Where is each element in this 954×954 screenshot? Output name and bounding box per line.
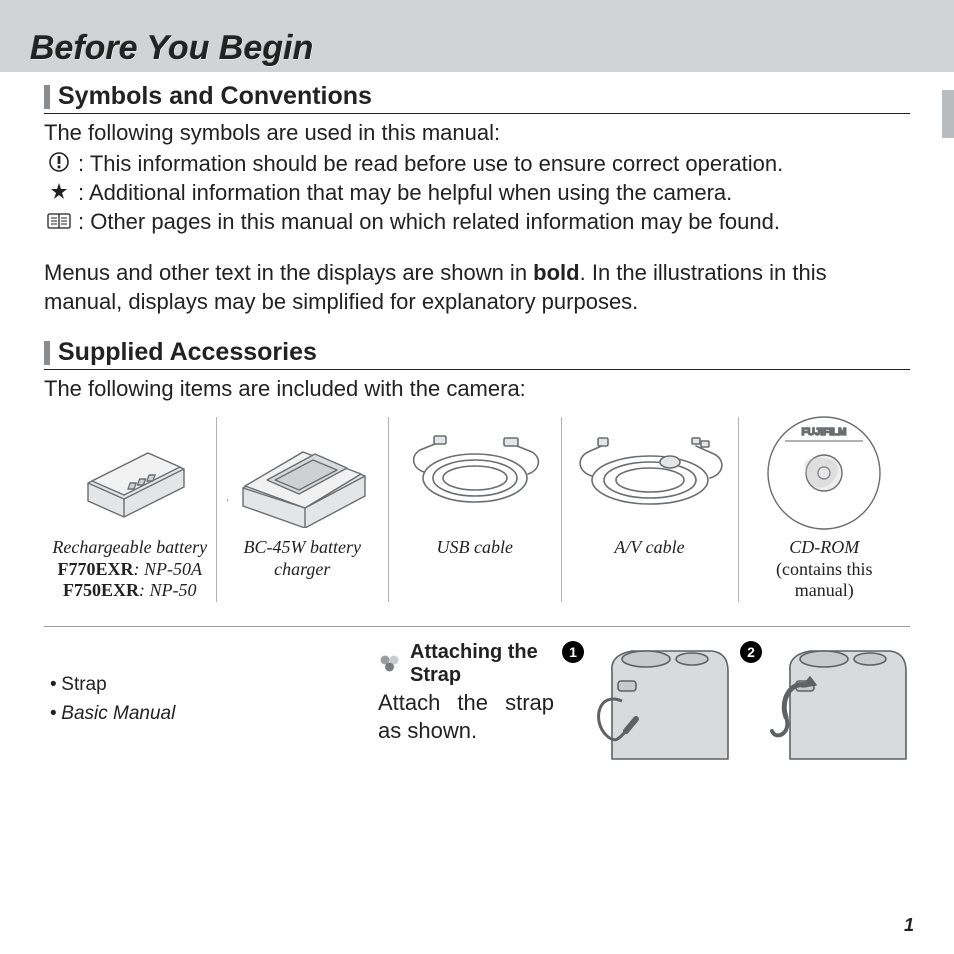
page-content: Symbols and Conventions The following sy… bbox=[0, 72, 954, 763]
section-heading-accessories: Supplied Accessories bbox=[44, 338, 910, 370]
section-heading-text: Symbols and Conventions bbox=[58, 82, 372, 111]
section-bar bbox=[44, 341, 50, 365]
accessory-extras-row: • Strap • Basic Manual Attaching the Str… bbox=[44, 641, 910, 763]
caption-line: CD-ROM bbox=[747, 537, 903, 559]
accessory-cell-charger: BC-45W battery charger bbox=[217, 417, 390, 602]
extras-label: Basic Manual bbox=[61, 703, 175, 724]
para2-pre: Menus and other text in the displays are… bbox=[44, 260, 533, 285]
camera-strap-step2-illustration bbox=[770, 641, 910, 763]
accessory-caption: BC-45W battery charger bbox=[225, 537, 381, 580]
symbol-row: : Additional information that may be hel… bbox=[44, 178, 910, 207]
accessory-caption: CD-ROM (contains this manual) bbox=[747, 537, 903, 602]
accessory-caption: A/V cable bbox=[614, 537, 684, 559]
tip-line: as shown. bbox=[378, 718, 477, 743]
tip-icon bbox=[44, 179, 74, 208]
section1-intro: The following symbols are used in this m… bbox=[44, 118, 910, 147]
section1-para2: Menus and other text in the displays are… bbox=[44, 258, 910, 316]
caution-icon bbox=[44, 150, 74, 179]
step-number-1: 1 bbox=[562, 641, 584, 663]
section-bar bbox=[44, 85, 50, 109]
tip-bullets-icon bbox=[378, 654, 402, 674]
symbol-row: : This information should be read before… bbox=[44, 149, 910, 178]
symbol-text: : Other pages in this manual on which re… bbox=[78, 207, 780, 236]
section-supplied-accessories: Supplied Accessories The following items… bbox=[44, 338, 910, 763]
tip-body: Attach the strap as shown. bbox=[378, 689, 554, 745]
model-label: F750EXR bbox=[63, 580, 139, 600]
symbol-row: : Other pages in this manual on which re… bbox=[44, 207, 910, 236]
accessory-caption: Rechargeable battery F770EXR: NP-50A F75… bbox=[52, 537, 207, 602]
book-icon bbox=[44, 208, 74, 237]
battery-illustration bbox=[52, 417, 208, 529]
strap-steps: 1 2 bbox=[554, 641, 910, 763]
accessory-cell-usb: USB cable bbox=[389, 417, 562, 602]
header-band: Before You Begin bbox=[0, 0, 954, 72]
usb-cable-illustration bbox=[397, 417, 553, 529]
symbol-text: : Additional information that may be hel… bbox=[78, 178, 732, 207]
section2-intro: The following items are included with th… bbox=[44, 374, 910, 403]
accessory-grid: Rechargeable battery F770EXR: NP-50A F75… bbox=[44, 417, 910, 602]
para2-bold: bold bbox=[533, 260, 579, 285]
camera-strap-step1-illustration bbox=[592, 641, 732, 763]
accessory-cell-cd: FUJIFILM CD-ROM (contains this manual) bbox=[739, 417, 911, 602]
chapter-title: Before You Begin bbox=[30, 29, 313, 68]
manual-page: Before You Begin Symbols and Conventions… bbox=[0, 0, 954, 954]
charger-illustration bbox=[225, 417, 381, 529]
tip-line: Attach the strap bbox=[378, 689, 554, 717]
step-number-2: 2 bbox=[740, 641, 762, 663]
extras-item: • Basic Manual bbox=[50, 700, 370, 729]
tip-heading: Attaching the Strap bbox=[378, 641, 554, 687]
accessory-divider bbox=[44, 626, 910, 627]
symbol-list: : This information should be read before… bbox=[44, 149, 910, 236]
strap-tip: Attaching the Strap Attach the strap as … bbox=[370, 641, 554, 763]
extras-item: • Strap bbox=[50, 671, 370, 700]
section-heading-text: Supplied Accessories bbox=[58, 338, 317, 367]
model-value: : NP-50A bbox=[134, 559, 202, 579]
tip-heading-text: Attaching the Strap bbox=[410, 641, 554, 687]
cd-rom-illustration: FUJIFILM bbox=[747, 417, 903, 529]
caption-sub: (contains this manual) bbox=[747, 559, 903, 602]
extras-label: Strap bbox=[61, 674, 106, 695]
accessory-cell-battery: Rechargeable battery F770EXR: NP-50A F75… bbox=[44, 417, 217, 602]
side-tab bbox=[942, 90, 954, 138]
model-value: : NP-50 bbox=[139, 580, 197, 600]
extras-list: • Strap • Basic Manual bbox=[44, 641, 370, 763]
caption-line: Rechargeable battery bbox=[52, 537, 207, 559]
accessory-caption: USB cable bbox=[437, 537, 513, 559]
accessory-cell-av: A/V cable bbox=[562, 417, 739, 602]
symbol-text: : This information should be read before… bbox=[78, 149, 783, 178]
cd-brand-text: FUJIFILM bbox=[802, 427, 847, 438]
av-cable-illustration bbox=[570, 417, 730, 529]
section-heading-symbols: Symbols and Conventions bbox=[44, 82, 910, 114]
model-label: F770EXR bbox=[58, 559, 134, 579]
page-number: 1 bbox=[904, 915, 914, 936]
